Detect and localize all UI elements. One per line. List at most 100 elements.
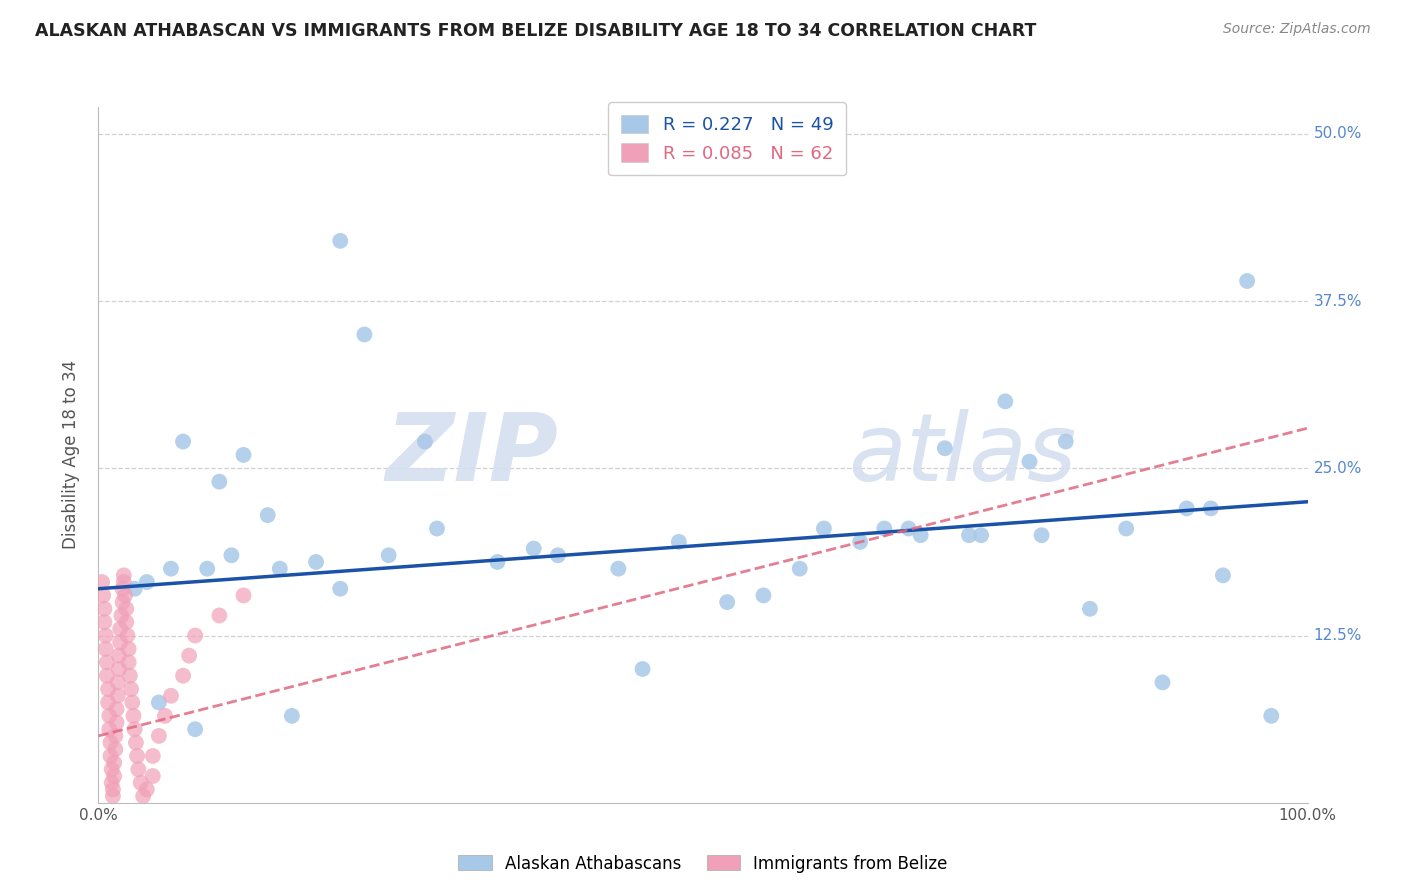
Point xyxy=(305,555,328,569)
Point xyxy=(101,782,124,797)
Point xyxy=(104,742,127,756)
Legend: R = 0.227   N = 49, R = 0.085   N = 62: R = 0.227 N = 49, R = 0.085 N = 62 xyxy=(609,103,846,175)
Point xyxy=(148,696,170,710)
Point xyxy=(1212,568,1234,582)
Point xyxy=(112,568,135,582)
Point xyxy=(115,601,138,615)
Point xyxy=(716,595,738,609)
Point xyxy=(208,608,231,623)
Point xyxy=(101,789,124,804)
Point xyxy=(100,749,122,764)
Text: 12.5%: 12.5% xyxy=(1313,628,1362,643)
Point xyxy=(1199,501,1222,516)
Point xyxy=(98,723,121,737)
Point xyxy=(111,582,134,596)
Point xyxy=(108,622,131,636)
Point xyxy=(105,715,128,730)
Point xyxy=(118,642,141,657)
Point xyxy=(849,534,872,549)
Point xyxy=(91,574,114,589)
Point xyxy=(100,776,122,790)
Point xyxy=(232,589,254,603)
Point xyxy=(897,521,920,535)
Point xyxy=(125,735,148,749)
Point xyxy=(93,615,115,630)
Point xyxy=(112,574,135,589)
Point xyxy=(96,655,118,669)
Point xyxy=(957,528,980,542)
Point xyxy=(107,675,129,690)
Point xyxy=(1115,521,1137,535)
Point xyxy=(668,534,690,549)
Point xyxy=(160,562,183,576)
Point xyxy=(256,508,278,522)
Text: ZIP: ZIP xyxy=(385,409,558,501)
Point xyxy=(98,708,121,723)
Point xyxy=(413,434,436,449)
Point xyxy=(93,601,115,615)
Point xyxy=(132,789,155,804)
Point xyxy=(329,234,352,248)
Point xyxy=(970,528,993,542)
Point xyxy=(1152,675,1174,690)
Point xyxy=(100,735,122,749)
Point xyxy=(148,729,170,743)
Text: ALASKAN ATHABASCAN VS IMMIGRANTS FROM BELIZE DISABILITY AGE 18 TO 34 CORRELATION: ALASKAN ATHABASCAN VS IMMIGRANTS FROM BE… xyxy=(35,22,1036,40)
Point xyxy=(108,648,131,663)
Point xyxy=(1018,454,1040,469)
Point xyxy=(103,769,125,783)
Text: atlas: atlas xyxy=(848,409,1077,500)
Point xyxy=(117,628,139,642)
Point xyxy=(97,696,120,710)
Text: Source: ZipAtlas.com: Source: ZipAtlas.com xyxy=(1223,22,1371,37)
Point xyxy=(142,769,165,783)
Point xyxy=(934,441,956,455)
Point xyxy=(142,749,165,764)
Point xyxy=(631,662,654,676)
Point xyxy=(94,628,117,642)
Point xyxy=(135,782,157,797)
Point xyxy=(281,708,304,723)
Point xyxy=(124,723,146,737)
Point xyxy=(232,448,254,462)
Point xyxy=(160,689,183,703)
Point xyxy=(813,521,835,535)
Point xyxy=(135,574,157,589)
Point xyxy=(118,669,141,683)
Point xyxy=(269,562,291,576)
Point xyxy=(108,635,131,649)
Point xyxy=(1078,601,1101,615)
Point xyxy=(129,776,152,790)
Point xyxy=(172,669,194,683)
Point xyxy=(114,589,136,603)
Point xyxy=(1175,501,1198,516)
Point xyxy=(97,681,120,696)
Point xyxy=(377,548,399,563)
Point xyxy=(1260,708,1282,723)
Text: 50.0%: 50.0% xyxy=(1313,127,1362,141)
Point xyxy=(910,528,932,542)
Point xyxy=(121,696,143,710)
Point xyxy=(547,548,569,563)
Point xyxy=(91,589,114,603)
Point xyxy=(122,708,145,723)
Point xyxy=(994,394,1017,409)
Point xyxy=(426,521,449,535)
Point xyxy=(120,681,142,696)
Point xyxy=(184,723,207,737)
Point xyxy=(752,589,775,603)
Point xyxy=(1054,434,1077,449)
Point xyxy=(127,749,149,764)
Point xyxy=(115,615,138,630)
Point xyxy=(221,548,243,563)
Point xyxy=(104,729,127,743)
Point xyxy=(172,434,194,449)
Point xyxy=(1236,274,1258,288)
Text: 37.5%: 37.5% xyxy=(1313,293,1362,309)
Point xyxy=(111,595,134,609)
Point xyxy=(107,689,129,703)
Point xyxy=(208,475,231,489)
Point xyxy=(153,708,176,723)
Point xyxy=(486,555,509,569)
Text: 25.0%: 25.0% xyxy=(1313,461,1362,475)
